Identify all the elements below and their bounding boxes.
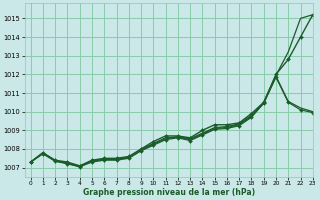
- X-axis label: Graphe pression niveau de la mer (hPa): Graphe pression niveau de la mer (hPa): [83, 188, 255, 197]
